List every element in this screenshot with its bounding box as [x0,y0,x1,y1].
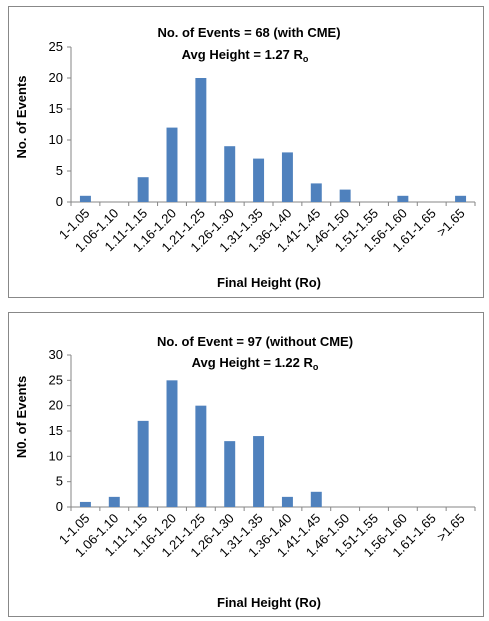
bar [455,195,467,202]
avg-height-text: Avg Height = 1.27 R [182,47,304,62]
y-tick-label: 15 [49,101,63,116]
bar [195,78,207,202]
avg-height-subscript: o [303,54,309,64]
bar [137,177,149,202]
x-tick-label: >1.65 [434,206,468,240]
bar [281,152,293,202]
y-tick-label: 30 [49,347,63,362]
axes [67,354,476,511]
bar [397,195,409,202]
bar [79,195,91,202]
bar [310,491,322,507]
bar [166,380,178,507]
x-tick-labels: 1-1.051.06-1.101.11-1.151.16-1.201.21-1.… [56,206,468,255]
chart-panel-with-cme: 0 5 10 15 20 25 1-1.05 1.06-1.10 1.11-1.15 1.16-… [8,6,484,298]
bars [79,78,467,202]
x-tick-label: >1.65 [434,511,468,545]
y-tick-label: 25 [49,372,63,387]
avg-height-annotation: Avg Height = 1.22 Ro [192,355,319,372]
bar [108,496,120,507]
avg-height-subscript: o [313,362,319,372]
x-tick-labels: 1-1.051.06-1.101.11-1.151.16-1.201.21-1.… [56,511,468,560]
bar [137,420,149,507]
y-tick-label: 15 [49,423,63,438]
chart-panel-without-cme: 0 5 10 15 20 25 30 1-1.05 1.06-1.10 1.11-1.15 1.1… [8,312,484,617]
y-tick-label: 5 [56,474,63,489]
bar [310,183,322,202]
event-count-annotation: No. of Event = 97 (without CME) [157,334,353,349]
y-tick-labels: 0 5 10 15 20 25 [49,39,63,209]
histogram-with-cme: 0 5 10 15 20 25 1-1.051.06-1.101.11-1.151.16-… [14,25,476,290]
y-tick-label: 10 [49,448,63,463]
y-tick-label: 25 [49,39,63,54]
y-axis-title: No. of Events [14,75,29,158]
x-axis-title: Final Height (Ro) [217,275,321,290]
bar [253,158,265,202]
y-axis-title: N0. of Events [14,376,29,458]
y-tick-label: 0 [56,499,63,514]
bar [339,189,351,202]
y-tick-labels: 0 5 10 15 20 25 30 [49,347,63,514]
y-tick-label: 20 [49,70,63,85]
event-count-annotation: No. of Events = 68 (with CME) [157,25,340,40]
bar [281,496,293,507]
avg-height-text: Avg Height = 1.22 R [192,355,314,370]
y-tick-label: 5 [56,163,63,178]
bar [253,436,265,507]
y-tick-label: 20 [49,398,63,413]
bar [224,441,236,507]
bar [79,501,91,507]
avg-height-annotation: Avg Height = 1.27 Ro [182,47,309,64]
y-tick-label: 10 [49,132,63,147]
bar [224,146,236,202]
bar [166,127,178,202]
x-axis-title: Final Height (Ro) [217,595,321,610]
bars [79,380,322,507]
bar [195,405,207,507]
axes [67,46,476,206]
histogram-without-cme: 0 5 10 15 20 25 30 1-1.051.06-1.101.11-1.151.1… [14,334,476,610]
y-tick-label: 0 [56,194,63,209]
